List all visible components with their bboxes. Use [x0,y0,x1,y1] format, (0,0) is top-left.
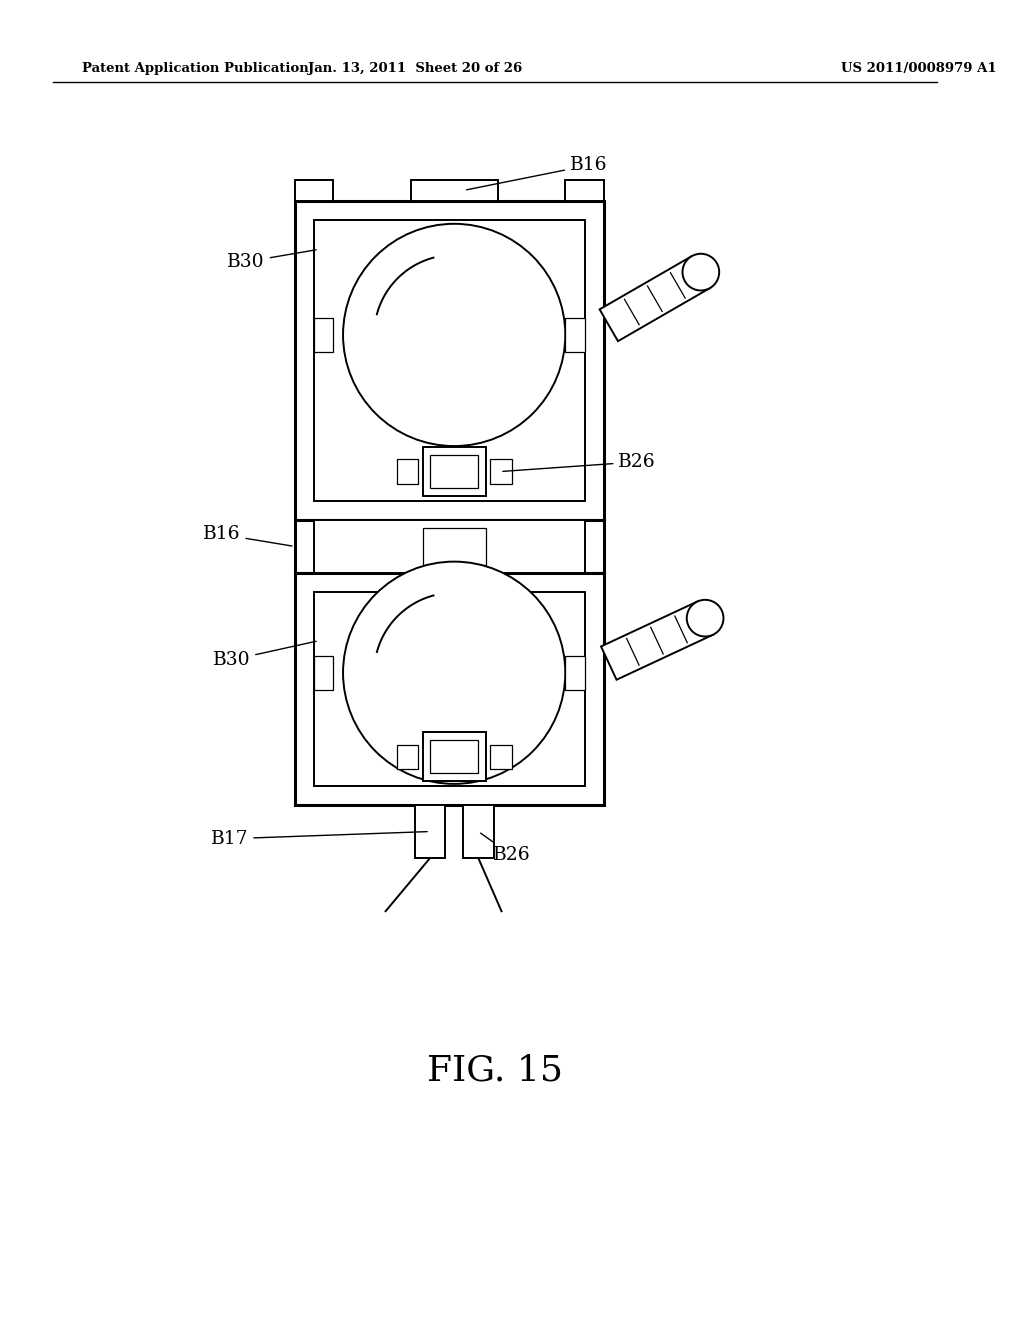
Text: B30: B30 [227,249,316,271]
Circle shape [343,561,565,784]
Text: B26: B26 [503,453,656,471]
Bar [396,744,418,768]
Bar [314,656,334,689]
Text: B26: B26 [480,833,530,865]
Bar [423,733,485,781]
Bar [295,180,334,201]
Bar [423,447,485,496]
Bar [295,520,604,573]
Bar [423,528,485,565]
Circle shape [682,253,719,290]
Text: FIG. 15: FIG. 15 [427,1053,563,1088]
Text: US 2011/0008979 A1: US 2011/0008979 A1 [841,62,996,75]
Bar [430,741,478,774]
Text: B16: B16 [467,156,607,190]
Bar [565,318,585,352]
Text: Jan. 13, 2011  Sheet 20 of 26: Jan. 13, 2011 Sheet 20 of 26 [308,62,522,75]
Text: Patent Application Publication: Patent Application Publication [82,62,309,75]
Polygon shape [601,602,713,680]
Bar [411,180,498,201]
Circle shape [343,224,565,446]
Bar [314,220,585,500]
Bar [565,180,604,201]
Bar [490,744,512,768]
Bar [565,656,585,689]
Bar [314,520,585,573]
Polygon shape [600,256,710,341]
Bar [490,459,512,483]
Bar [463,805,494,858]
Bar [295,201,604,520]
Text: B30: B30 [213,642,316,669]
Bar [314,318,334,352]
Text: B16: B16 [203,525,292,546]
Bar [396,459,418,483]
Bar [415,805,445,858]
Bar [430,455,478,488]
Text: B17: B17 [211,830,427,847]
Bar [314,593,585,785]
Circle shape [687,599,724,636]
Bar [295,573,604,805]
